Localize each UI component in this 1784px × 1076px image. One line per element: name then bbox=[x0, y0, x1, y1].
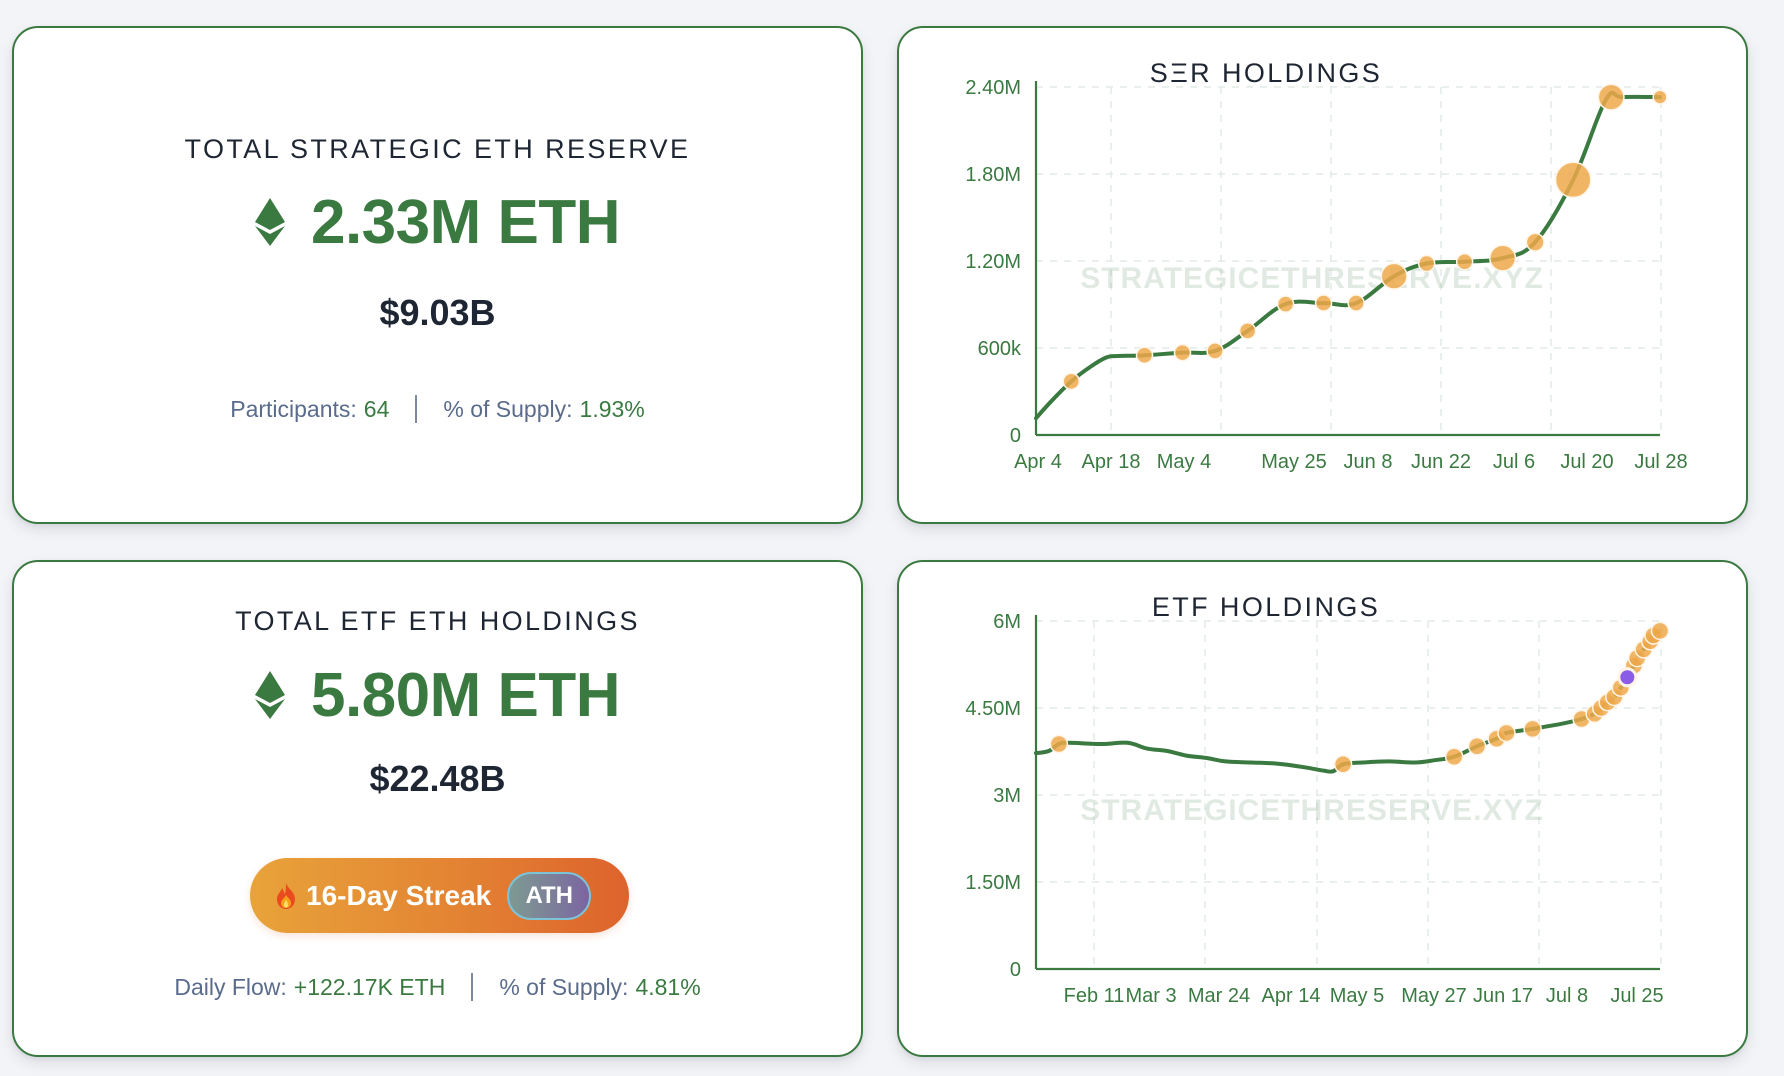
x-tick-label: Apr 4 bbox=[1014, 451, 1062, 473]
chart-title: ETF HOLDINGS bbox=[1152, 592, 1380, 622]
x-tick-label: Apr 18 bbox=[1082, 451, 1141, 473]
data-point[interactable] bbox=[1049, 734, 1069, 754]
data-point[interactable] bbox=[1206, 342, 1224, 360]
data-point[interactable] bbox=[1497, 723, 1516, 743]
data-point[interactable] bbox=[1333, 755, 1353, 774]
x-tick-label: Mar 3 bbox=[1125, 985, 1176, 1007]
x-tick-label: Feb 11 bbox=[1064, 985, 1125, 1007]
daily-flow-value: +122.17K ETH bbox=[293, 973, 446, 1000]
grid bbox=[1036, 620, 1662, 969]
etf-total-title: TOTAL ETF ETH HOLDINGS bbox=[235, 606, 640, 636]
y-tick-label: 3M bbox=[993, 785, 1021, 807]
ethereum-icon bbox=[254, 671, 285, 719]
y-tick-label: 4.50M bbox=[965, 698, 1021, 720]
ser-total-card: TOTAL STRATEGIC ETH RESERVE 2.33M ETH $9… bbox=[12, 26, 863, 524]
watermark: STRATEGICETHRESERVE.XYZ bbox=[1080, 262, 1544, 295]
ser-total-usd: $9.03B bbox=[379, 292, 496, 333]
x-tick-label: May 5 bbox=[1330, 985, 1384, 1007]
etf-holdings-chart: STRATEGICETHRESERVE.XYZ ETF HOLDINGS 0 1.… bbox=[965, 592, 1670, 1007]
watermark: STRATEGICETHRESERVE.XYZ bbox=[1080, 794, 1544, 827]
etf-total-usd: $22.48B bbox=[369, 758, 506, 799]
x-tick-label: Jul 28 bbox=[1634, 451, 1687, 473]
ser-total-amount: 2.33M ETH bbox=[310, 187, 621, 257]
data-point[interactable] bbox=[1597, 83, 1625, 111]
data-point[interactable] bbox=[1444, 747, 1464, 766]
data-point[interactable] bbox=[1554, 161, 1592, 199]
stats-divider bbox=[415, 395, 418, 423]
x-tick-label: Jun 17 bbox=[1473, 985, 1533, 1007]
data-point[interactable] bbox=[1173, 343, 1192, 362]
fire-icon bbox=[277, 882, 295, 909]
participants-label: Participants: bbox=[230, 395, 357, 422]
data-point[interactable] bbox=[1347, 294, 1365, 312]
participants-value: 64 bbox=[363, 395, 390, 422]
grid bbox=[1036, 86, 1662, 435]
daily-flow-label: Daily Flow: bbox=[174, 973, 287, 1000]
data-point[interactable] bbox=[1238, 322, 1257, 340]
x-tick-label: May 4 bbox=[1157, 451, 1211, 473]
x-tick-label: Jun 22 bbox=[1411, 451, 1471, 473]
y-tick-label: 0 bbox=[1010, 425, 1021, 447]
etf-total-amount-row: 5.80M ETH bbox=[14, 660, 861, 730]
x-tick-label: May 25 bbox=[1261, 451, 1327, 473]
y-tick-label: 1.80M bbox=[965, 164, 1021, 186]
data-point-highlight[interactable] bbox=[1617, 667, 1638, 688]
y-tick-label: 0 bbox=[1010, 959, 1021, 981]
data-point[interactable] bbox=[1417, 254, 1436, 273]
x-tick-label: Jul 6 bbox=[1493, 451, 1535, 473]
data-point[interactable] bbox=[1525, 232, 1545, 252]
etf-total-card: TOTAL ETF ETH HOLDINGS 5.80M ETH $22.48B… bbox=[12, 560, 863, 1057]
stats-divider bbox=[471, 973, 474, 1001]
ser-supply-label: % of Supply: bbox=[443, 395, 573, 422]
data-point[interactable] bbox=[1467, 737, 1487, 756]
x-tick-label: Jul 20 bbox=[1560, 451, 1613, 473]
data-point[interactable] bbox=[1652, 89, 1668, 105]
ser-holdings-chart-card: STRATEGICETHRESERVE.XYZ SΞR HOLDINGS 0 60… bbox=[897, 26, 1748, 524]
ser-total-title: TOTAL STRATEGIC ETH RESERVE bbox=[184, 134, 691, 164]
etf-holdings-chart-card: STRATEGICETHRESERVE.XYZ ETF HOLDINGS 0 1.… bbox=[897, 560, 1748, 1057]
chart-title: SΞR HOLDINGS bbox=[1150, 58, 1382, 88]
x-tick-label: Jun 8 bbox=[1344, 451, 1393, 473]
y-tick-label: 1.50M bbox=[965, 872, 1021, 894]
y-tick-label: 2.40M bbox=[965, 77, 1021, 99]
ser-holdings-chart: STRATEGICETHRESERVE.XYZ SΞR HOLDINGS 0 60… bbox=[965, 58, 1687, 473]
ethereum-icon bbox=[254, 198, 285, 246]
ser-total-amount-row: 2.33M ETH bbox=[14, 187, 861, 257]
x-tick-label: Jul 25 bbox=[1610, 985, 1663, 1007]
etf-total-amount: 5.80M ETH bbox=[310, 660, 621, 730]
data-point[interactable] bbox=[1489, 244, 1517, 272]
data-point[interactable] bbox=[1135, 346, 1154, 364]
data-point[interactable] bbox=[1276, 295, 1295, 313]
ser-supply-value: 1.93% bbox=[579, 395, 645, 422]
y-tick-label: 6M bbox=[993, 611, 1021, 633]
data-point[interactable] bbox=[1380, 262, 1408, 290]
ath-badge: ATH bbox=[507, 871, 592, 920]
y-tick-label: 600k bbox=[978, 338, 1022, 360]
x-tick-label: Jul 8 bbox=[1546, 985, 1588, 1007]
x-tick-label: Mar 24 bbox=[1188, 985, 1250, 1007]
data-point[interactable] bbox=[1314, 294, 1333, 312]
series-line bbox=[1034, 90, 1662, 421]
series-line bbox=[1034, 628, 1662, 774]
x-tick-label: Apr 14 bbox=[1262, 985, 1321, 1007]
streak-badge: 16-Day Streak ATH bbox=[250, 858, 629, 933]
streak-label: 16-Day Streak bbox=[306, 879, 492, 911]
y-tick-label: 1.20M bbox=[965, 251, 1021, 273]
axes bbox=[1034, 81, 1660, 437]
etf-supply-value: 4.81% bbox=[635, 973, 701, 1000]
data-point[interactable] bbox=[1650, 621, 1670, 641]
etf-stats-line: Daily Flow: +122.17K ETH % of Supply: 4.… bbox=[14, 970, 861, 1004]
data-point[interactable] bbox=[1455, 252, 1474, 271]
etf-supply-label: % of Supply: bbox=[499, 973, 629, 1000]
ser-stats-line: Participants: 64 % of Supply: 1.93% bbox=[14, 392, 861, 426]
x-tick-label: May 27 bbox=[1401, 985, 1467, 1007]
axes bbox=[1034, 615, 1660, 971]
data-point[interactable] bbox=[1062, 372, 1081, 391]
data-point[interactable] bbox=[1523, 719, 1542, 739]
